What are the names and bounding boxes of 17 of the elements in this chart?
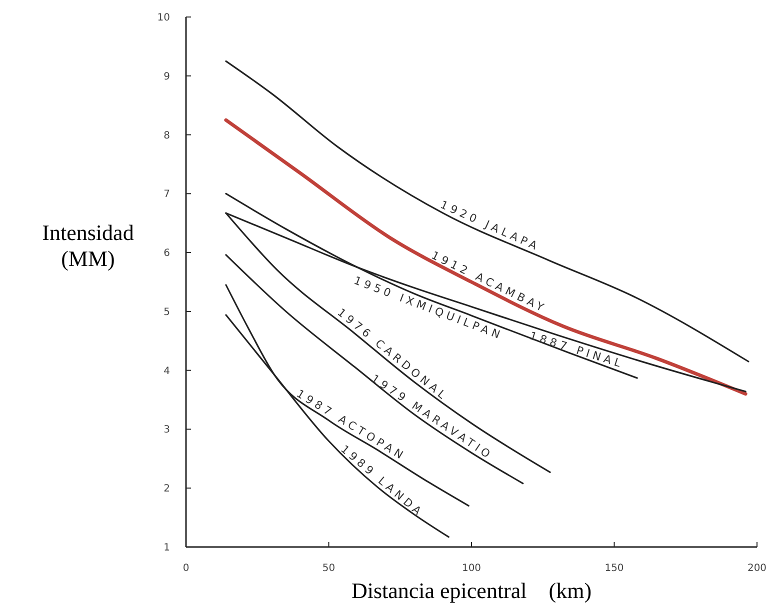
x-tick-label: 200	[747, 563, 767, 574]
y-tick-label: 4	[164, 366, 170, 377]
x-tick-label: 150	[604, 563, 624, 574]
y-tick-label: 5	[164, 306, 170, 318]
y-tick-label: 6	[164, 248, 170, 260]
y-tick-label: 3	[164, 424, 170, 436]
y-tick-label: 8	[164, 130, 170, 142]
x-tick-label: 50	[322, 563, 336, 574]
y-tick-label: 1	[164, 542, 170, 554]
x-tick-label: 100	[462, 563, 482, 574]
x-tick-label: 0	[182, 563, 190, 574]
x-axis-title: Distancia epicentral (km)	[351, 578, 592, 603]
y-axis-title: Intensidad (MM)	[42, 220, 134, 271]
y-tick-label: 9	[164, 71, 170, 82]
y-tick-label: 2	[164, 484, 170, 495]
y-tick-label: 7	[164, 189, 170, 200]
y-tick-label: 10	[157, 12, 170, 24]
